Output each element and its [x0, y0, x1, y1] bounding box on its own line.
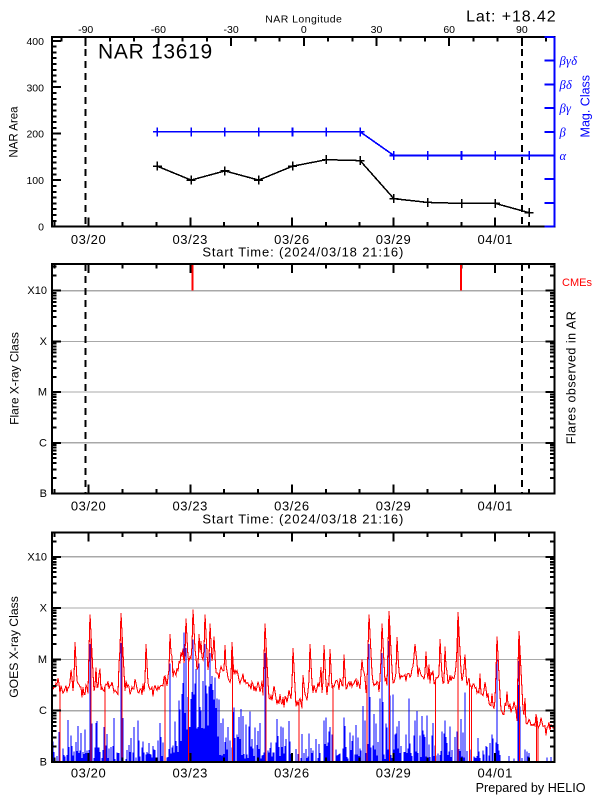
- svg-text:α: α: [560, 149, 567, 163]
- svg-text:03/29: 03/29: [376, 499, 412, 514]
- svg-text:03/20: 03/20: [71, 766, 107, 781]
- svg-text:03/29: 03/29: [376, 766, 412, 781]
- svg-text:Prepared by HELIO: Prepared by HELIO: [476, 781, 586, 795]
- svg-text:βγδ: βγδ: [559, 54, 578, 68]
- svg-text:M: M: [38, 654, 47, 666]
- svg-text:NAR Longitude: NAR Longitude: [265, 14, 342, 26]
- svg-text:30: 30: [371, 24, 383, 36]
- svg-text:Flare X-ray Class: Flare X-ray Class: [8, 332, 22, 425]
- svg-text:NAR 13619: NAR 13619: [98, 41, 213, 64]
- svg-text:X10: X10: [27, 285, 47, 297]
- svg-text:Start Time: (2024/03/18 21:16): Start Time: (2024/03/18 21:16): [202, 512, 404, 527]
- svg-text:04/01: 04/01: [477, 766, 513, 781]
- svg-text:90: 90: [516, 24, 528, 36]
- svg-text:04/01: 04/01: [477, 499, 513, 514]
- svg-text:03/29: 03/29: [376, 232, 412, 247]
- svg-text:Mag. Class: Mag. Class: [579, 75, 593, 138]
- svg-text:-30: -30: [224, 24, 239, 36]
- svg-text:100: 100: [26, 175, 44, 187]
- svg-text:Start Time: (2024/03/18 21:16): Start Time: (2024/03/18 21:16): [202, 245, 404, 260]
- svg-text:Lat: +18.42: Lat: +18.42: [466, 8, 556, 25]
- svg-text:X: X: [40, 603, 48, 615]
- svg-text:Flares observed in AR: Flares observed in AR: [565, 311, 579, 444]
- svg-text:GOES X-ray Class: GOES X-ray Class: [7, 596, 21, 698]
- svg-text:X: X: [40, 336, 48, 348]
- svg-text:βγ: βγ: [559, 102, 573, 116]
- svg-text:C: C: [39, 437, 47, 449]
- svg-text:NAR Area: NAR Area: [9, 106, 21, 158]
- svg-text:CMEs: CMEs: [562, 277, 592, 289]
- svg-text:-90: -90: [78, 24, 93, 36]
- svg-text:60: 60: [443, 24, 455, 36]
- svg-text:200: 200: [26, 129, 44, 141]
- svg-text:B: B: [40, 757, 47, 769]
- svg-text:B: B: [40, 488, 47, 500]
- svg-text:300: 300: [26, 82, 44, 94]
- svg-text:X10: X10: [27, 551, 47, 563]
- svg-text:400: 400: [26, 36, 44, 48]
- svg-text:03/23: 03/23: [172, 766, 208, 781]
- svg-text:β: β: [559, 125, 567, 139]
- svg-text:-60: -60: [151, 24, 166, 36]
- svg-text:03/26: 03/26: [274, 766, 310, 781]
- svg-text:03/23: 03/23: [172, 232, 208, 247]
- svg-text:04/01: 04/01: [477, 232, 513, 247]
- svg-text:0: 0: [38, 222, 44, 234]
- svg-text:0: 0: [301, 24, 307, 36]
- svg-text:03/20: 03/20: [71, 232, 107, 247]
- svg-text:C: C: [39, 705, 47, 717]
- svg-text:03/20: 03/20: [71, 499, 107, 514]
- svg-text:03/26: 03/26: [274, 499, 310, 514]
- svg-text:03/23: 03/23: [172, 499, 208, 514]
- svg-text:03/26: 03/26: [274, 232, 310, 247]
- svg-text:M: M: [38, 387, 47, 399]
- svg-text:βδ: βδ: [559, 78, 573, 92]
